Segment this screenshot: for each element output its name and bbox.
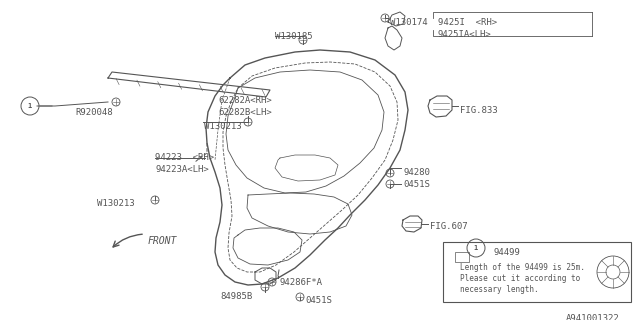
Text: W130213: W130213 (204, 122, 242, 131)
Text: W130213: W130213 (97, 199, 134, 208)
Text: W130174: W130174 (390, 18, 428, 27)
Text: 94280: 94280 (403, 168, 430, 177)
Text: Please cut it according to: Please cut it according to (460, 274, 580, 283)
Bar (443, 242, 631, 302)
Text: 1: 1 (28, 103, 32, 109)
Text: 9425IA<LH>: 9425IA<LH> (438, 30, 492, 39)
Text: 94499: 94499 (494, 248, 521, 257)
Text: 0451S: 0451S (403, 180, 430, 189)
Text: FIG.607: FIG.607 (430, 222, 468, 231)
Text: necessary length.: necessary length. (460, 285, 539, 294)
Text: 94223A<LH>: 94223A<LH> (155, 165, 209, 174)
Text: R920048: R920048 (75, 108, 113, 117)
Text: Length of the 94499 is 25m.: Length of the 94499 is 25m. (460, 263, 585, 272)
Bar (455, 252, 469, 262)
Text: 94286F*A: 94286F*A (280, 278, 323, 287)
Text: FRONT: FRONT (148, 236, 177, 246)
Text: 0451S: 0451S (305, 296, 332, 305)
Text: A941001322: A941001322 (566, 314, 620, 320)
Text: 62282A<RH>: 62282A<RH> (218, 96, 272, 105)
Text: 94223  <RH>: 94223 <RH> (155, 153, 214, 162)
Text: 9425I  <RH>: 9425I <RH> (438, 18, 497, 27)
Text: 62282B<LH>: 62282B<LH> (218, 108, 272, 117)
Text: 84985B: 84985B (220, 292, 252, 301)
Text: 1: 1 (474, 245, 478, 251)
Text: FIG.833: FIG.833 (460, 106, 498, 115)
Text: W130185: W130185 (275, 32, 312, 41)
